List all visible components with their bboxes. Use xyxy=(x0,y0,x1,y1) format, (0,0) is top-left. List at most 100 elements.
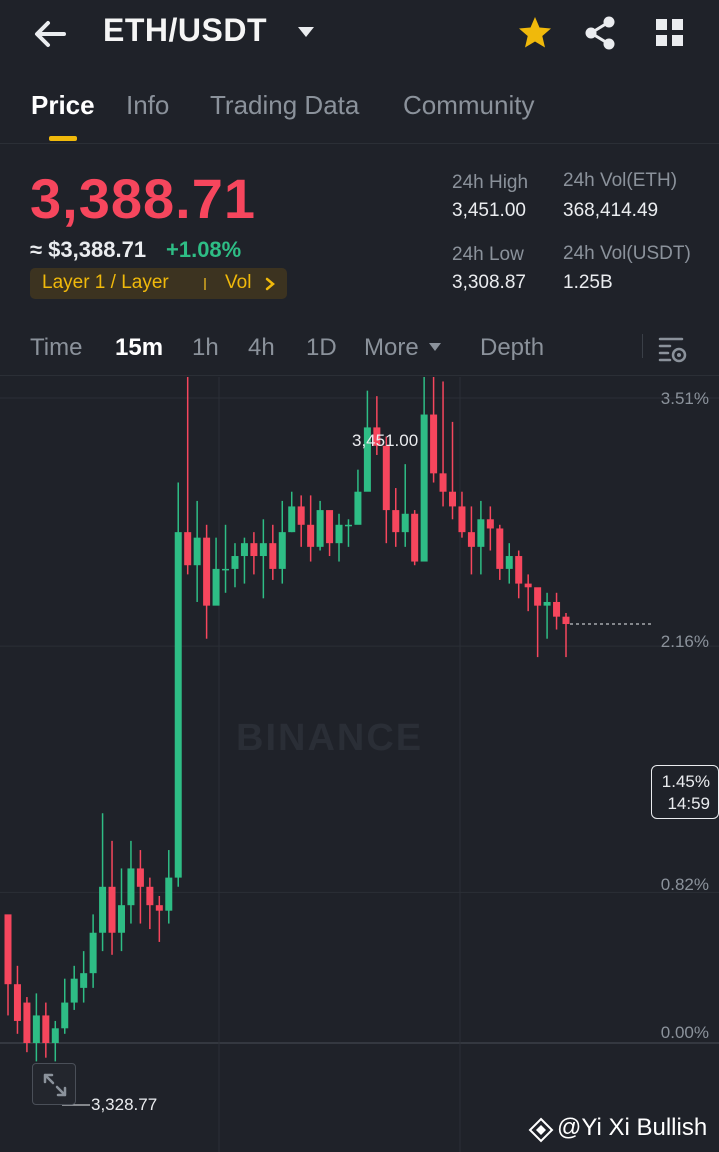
candle-body xyxy=(212,568,220,606)
candle-body xyxy=(184,532,192,566)
back-arrow-icon[interactable] xyxy=(30,14,70,54)
candle-body xyxy=(411,513,419,562)
candle-body xyxy=(515,556,523,584)
interval-15m[interactable]: 15m xyxy=(115,334,164,361)
candle-body xyxy=(326,510,334,544)
section-tabs: Price Info Trading Data Community xyxy=(0,80,719,144)
current-price-tag: 1.45% 14:59 xyxy=(651,765,719,819)
exchange-watermark: BINANCE xyxy=(236,717,424,759)
candle-body xyxy=(61,1002,69,1029)
candle-body xyxy=(269,543,277,569)
candle-body xyxy=(382,445,390,511)
low-label: 24h Low xyxy=(452,244,524,265)
tab-info[interactable]: Info xyxy=(126,90,170,120)
candle-body xyxy=(420,414,428,562)
tag-divider xyxy=(204,278,206,290)
change-percent: +1.08% xyxy=(166,237,242,262)
category-tag[interactable]: Layer 1 / Layer Vol xyxy=(30,268,287,299)
candle-body xyxy=(430,414,438,474)
candle-body xyxy=(222,568,230,571)
grid-icon[interactable] xyxy=(651,14,689,52)
y-axis-label: 3.51% xyxy=(660,389,709,408)
candle-body xyxy=(335,524,343,544)
candle-body xyxy=(505,556,513,569)
candle-body xyxy=(250,543,258,557)
share-icon[interactable] xyxy=(581,14,619,52)
candle-body xyxy=(316,510,324,547)
interval-1h[interactable]: 1h xyxy=(192,334,219,361)
interval-time[interactable]: Time xyxy=(30,334,83,361)
candle-body xyxy=(4,914,12,985)
candle-body xyxy=(127,868,135,906)
candle-body xyxy=(32,1015,40,1043)
candle-body xyxy=(23,1002,31,1043)
candle-body xyxy=(136,868,144,887)
interval-4h[interactable]: 4h xyxy=(248,334,275,361)
candle-body xyxy=(543,601,551,606)
tag-vol-label: Vol xyxy=(225,272,252,293)
chart-settings-icon[interactable] xyxy=(656,332,688,364)
candle-body xyxy=(486,519,494,529)
candle-body xyxy=(344,524,352,527)
candle-body xyxy=(467,532,475,547)
candle-body xyxy=(392,510,400,533)
candle-body xyxy=(108,886,116,933)
pair-title[interactable]: ETH/USDT xyxy=(103,12,267,48)
candle-body xyxy=(307,524,315,547)
caret-down-icon[interactable] xyxy=(296,24,316,40)
high-marker-label: 3,451.00 xyxy=(352,431,419,450)
interval-depth[interactable]: Depth xyxy=(480,334,545,361)
last-price: 3,388.71 xyxy=(30,167,256,230)
vol-quote-value: 1.25B xyxy=(563,272,613,293)
expand-icon xyxy=(43,1073,67,1097)
candle-body xyxy=(155,905,163,911)
y-axis-label: 0.00% xyxy=(660,1023,709,1042)
candle-body xyxy=(259,543,267,557)
tab-community[interactable]: Community xyxy=(403,90,535,120)
candle-body xyxy=(439,473,447,492)
candle-body xyxy=(373,427,381,446)
star-icon[interactable] xyxy=(516,14,554,52)
low-marker-label: 3,328.77 xyxy=(91,1095,158,1114)
interval-1d[interactable]: 1D xyxy=(306,334,337,361)
interval-more[interactable]: More xyxy=(364,334,419,361)
chevron-right-icon xyxy=(265,277,275,291)
candle-body xyxy=(524,583,532,588)
candle-body xyxy=(449,491,457,507)
y-axis-label: 0.82% xyxy=(660,875,709,894)
active-tab-indicator xyxy=(49,136,77,141)
candle-body xyxy=(146,886,154,906)
candle-body xyxy=(297,506,305,525)
author-credit: @Yi Xi Bullish xyxy=(557,1114,708,1141)
candle-body xyxy=(240,543,248,557)
candle-body xyxy=(203,537,211,606)
caret-down-icon[interactable] xyxy=(428,342,442,352)
top-bar: ETH/USDT xyxy=(0,0,719,68)
candle-body xyxy=(51,1028,59,1043)
candle-body xyxy=(534,587,542,606)
candle-body xyxy=(553,601,561,617)
current-change-label: 1.45% xyxy=(661,772,710,791)
candle-body xyxy=(99,886,107,933)
diamond-logo-icon xyxy=(528,1117,554,1143)
y-axis-label: 2.16% xyxy=(660,632,709,651)
low-value: 3,308.87 xyxy=(452,272,526,293)
price-chart[interactable]: BINANCE 3.51% 2.16% 0.82% 0.00% 3,451.00… xyxy=(0,377,719,1152)
divider xyxy=(642,334,643,358)
candlestick-chart[interactable] xyxy=(0,377,719,1152)
tab-trading-data[interactable]: Trading Data xyxy=(210,90,360,120)
candle-body xyxy=(363,427,371,492)
candle-body xyxy=(401,513,409,533)
candle-body xyxy=(562,616,570,625)
candle-body xyxy=(231,556,239,569)
tab-price[interactable]: Price xyxy=(31,90,95,120)
expand-chart-button[interactable] xyxy=(32,1063,76,1105)
candle-body xyxy=(13,984,21,1021)
candle-body xyxy=(354,491,362,525)
candle-body xyxy=(193,537,201,566)
candle-body xyxy=(42,1015,50,1043)
candle-countdown: 14:59 xyxy=(667,794,710,813)
candle-body xyxy=(278,532,286,569)
candle-body xyxy=(496,528,504,569)
candle-body xyxy=(80,973,88,988)
